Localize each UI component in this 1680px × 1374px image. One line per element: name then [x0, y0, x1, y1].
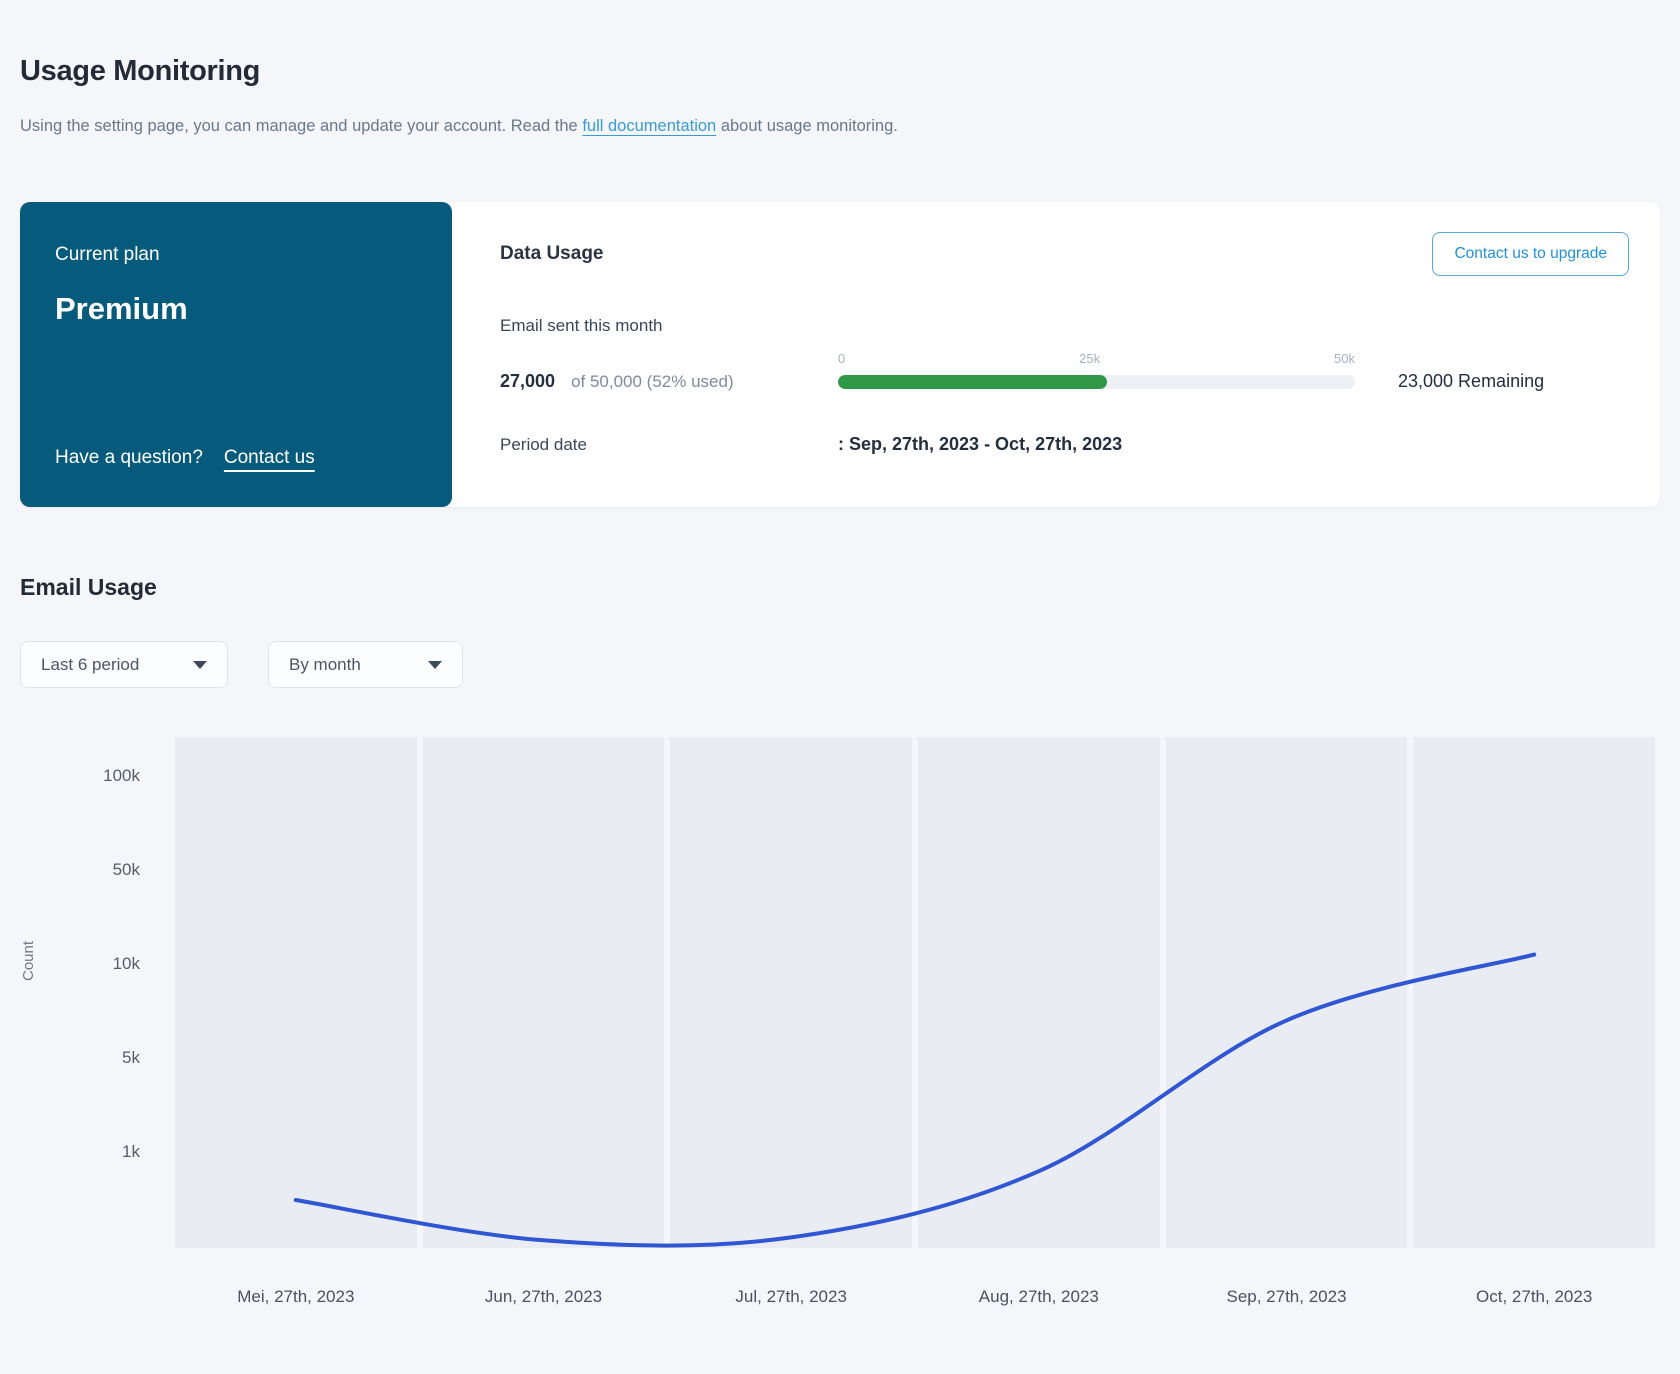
email-sent-value-line: 27,000 of 50,000 (52% used) [500, 371, 838, 392]
progress-bar [838, 375, 1355, 389]
granularity-dropdown-value: By month [289, 654, 361, 674]
period-date-label: Period date [500, 435, 587, 454]
current-plan-panel: Current plan Premium Have a question? Co… [20, 202, 452, 507]
data-usage-header: Data Usage Contact us to upgrade [500, 232, 1629, 276]
description-text-after: about usage monitoring. [716, 117, 898, 135]
progress-column: 0 25k 50k [838, 351, 1355, 392]
used-detail: of 50,000 (52% used) [571, 372, 734, 391]
chevron-down-icon [428, 660, 442, 669]
chart-plot-area [175, 737, 1656, 1248]
y-axis-tick-label: 5k [122, 1048, 140, 1067]
period-dropdown[interactable]: Last 6 period [20, 641, 228, 688]
chart-column-band [422, 737, 665, 1248]
data-usage-panel: Data Usage Contact us to upgrade Email s… [452, 202, 1660, 507]
progress-scale-max: 50k [1334, 351, 1355, 366]
x-axis-label: Mei, 27th, 2023 [237, 1287, 355, 1306]
email-sent-label: Email sent this month [500, 316, 663, 335]
usage-monitoring-page: Usage Monitoring Using the setting page,… [0, 52, 1680, 1374]
email-usage-chart: Count 100k 50k 10k 5k 1k Mei, 27th, 2023 Jun, … [0, 684, 1680, 1345]
x-axis-label: Oct, 27th, 2023 [1476, 1287, 1593, 1306]
x-axis-label: Jun, 27th, 2023 [484, 1287, 603, 1306]
email-usage-title: Email Usage [20, 574, 157, 600]
x-axis-label: Aug, 27th, 2023 [978, 1287, 1099, 1306]
y-axis-title: Count [20, 940, 37, 982]
plan-question-row: Have a question? Contact us [55, 447, 417, 469]
period-dropdown-value: Last 6 period [41, 654, 140, 674]
current-plan-label: Current plan [55, 244, 160, 265]
chevron-down-icon [193, 660, 207, 669]
contact-us-to-upgrade-button[interactable]: Contact us to upgrade [1432, 232, 1629, 276]
x-axis-label: Sep, 27th, 2023 [1226, 1287, 1347, 1306]
usage-card: Current plan Premium Have a question? Co… [20, 202, 1660, 507]
data-usage-title: Data Usage [500, 243, 604, 264]
page-description: Using the setting page, you can manage a… [20, 112, 900, 141]
granularity-dropdown[interactable]: By month [268, 641, 463, 688]
chart-column-band [918, 737, 1160, 1248]
plan-name: Premium [55, 291, 188, 326]
page-title: Usage Monitoring [20, 55, 261, 87]
chart-column-band [175, 737, 417, 1248]
y-axis-tick-label: 10k [112, 954, 140, 973]
used-value: 27,000 [500, 371, 556, 391]
have-a-question-text: Have a question? [55, 447, 203, 468]
y-axis-tick-label: 1k [122, 1142, 140, 1161]
description-text-before: Using the setting page, you can manage a… [20, 117, 583, 135]
chart-filters: Last 6 period By month [20, 641, 1680, 688]
y-axis-tick-label: 100k [103, 766, 140, 785]
progress-scale: 0 25k 50k [838, 351, 1355, 366]
period-date-value: : Sep, 27th, 2023 - Oct, 27th, 2023 [838, 434, 1123, 454]
y-axis-tick-label: 50k [112, 860, 140, 879]
chart-column-band [670, 737, 913, 1248]
chart-column-band [1413, 737, 1656, 1248]
progress-scale-mid: 25k [1079, 351, 1101, 366]
progress-scale-min: 0 [838, 351, 846, 366]
chart-column-band [1165, 737, 1408, 1248]
period-row: Period date : Sep, 27th, 2023 - Oct, 27t… [500, 434, 1629, 455]
email-sent-row: Email sent this month 27,000 of 50,000 (… [500, 316, 1629, 392]
remaining-text: 23,000 Remaining [1398, 371, 1545, 391]
contact-us-link[interactable]: Contact us [223, 447, 315, 468]
full-documentation-link[interactable]: full documentation [582, 117, 717, 135]
x-axis-label: Jul, 27th, 2023 [735, 1287, 847, 1306]
email-sent-column: Email sent this month 27,000 of 50,000 (… [500, 316, 838, 392]
progress-fill [838, 375, 1107, 389]
